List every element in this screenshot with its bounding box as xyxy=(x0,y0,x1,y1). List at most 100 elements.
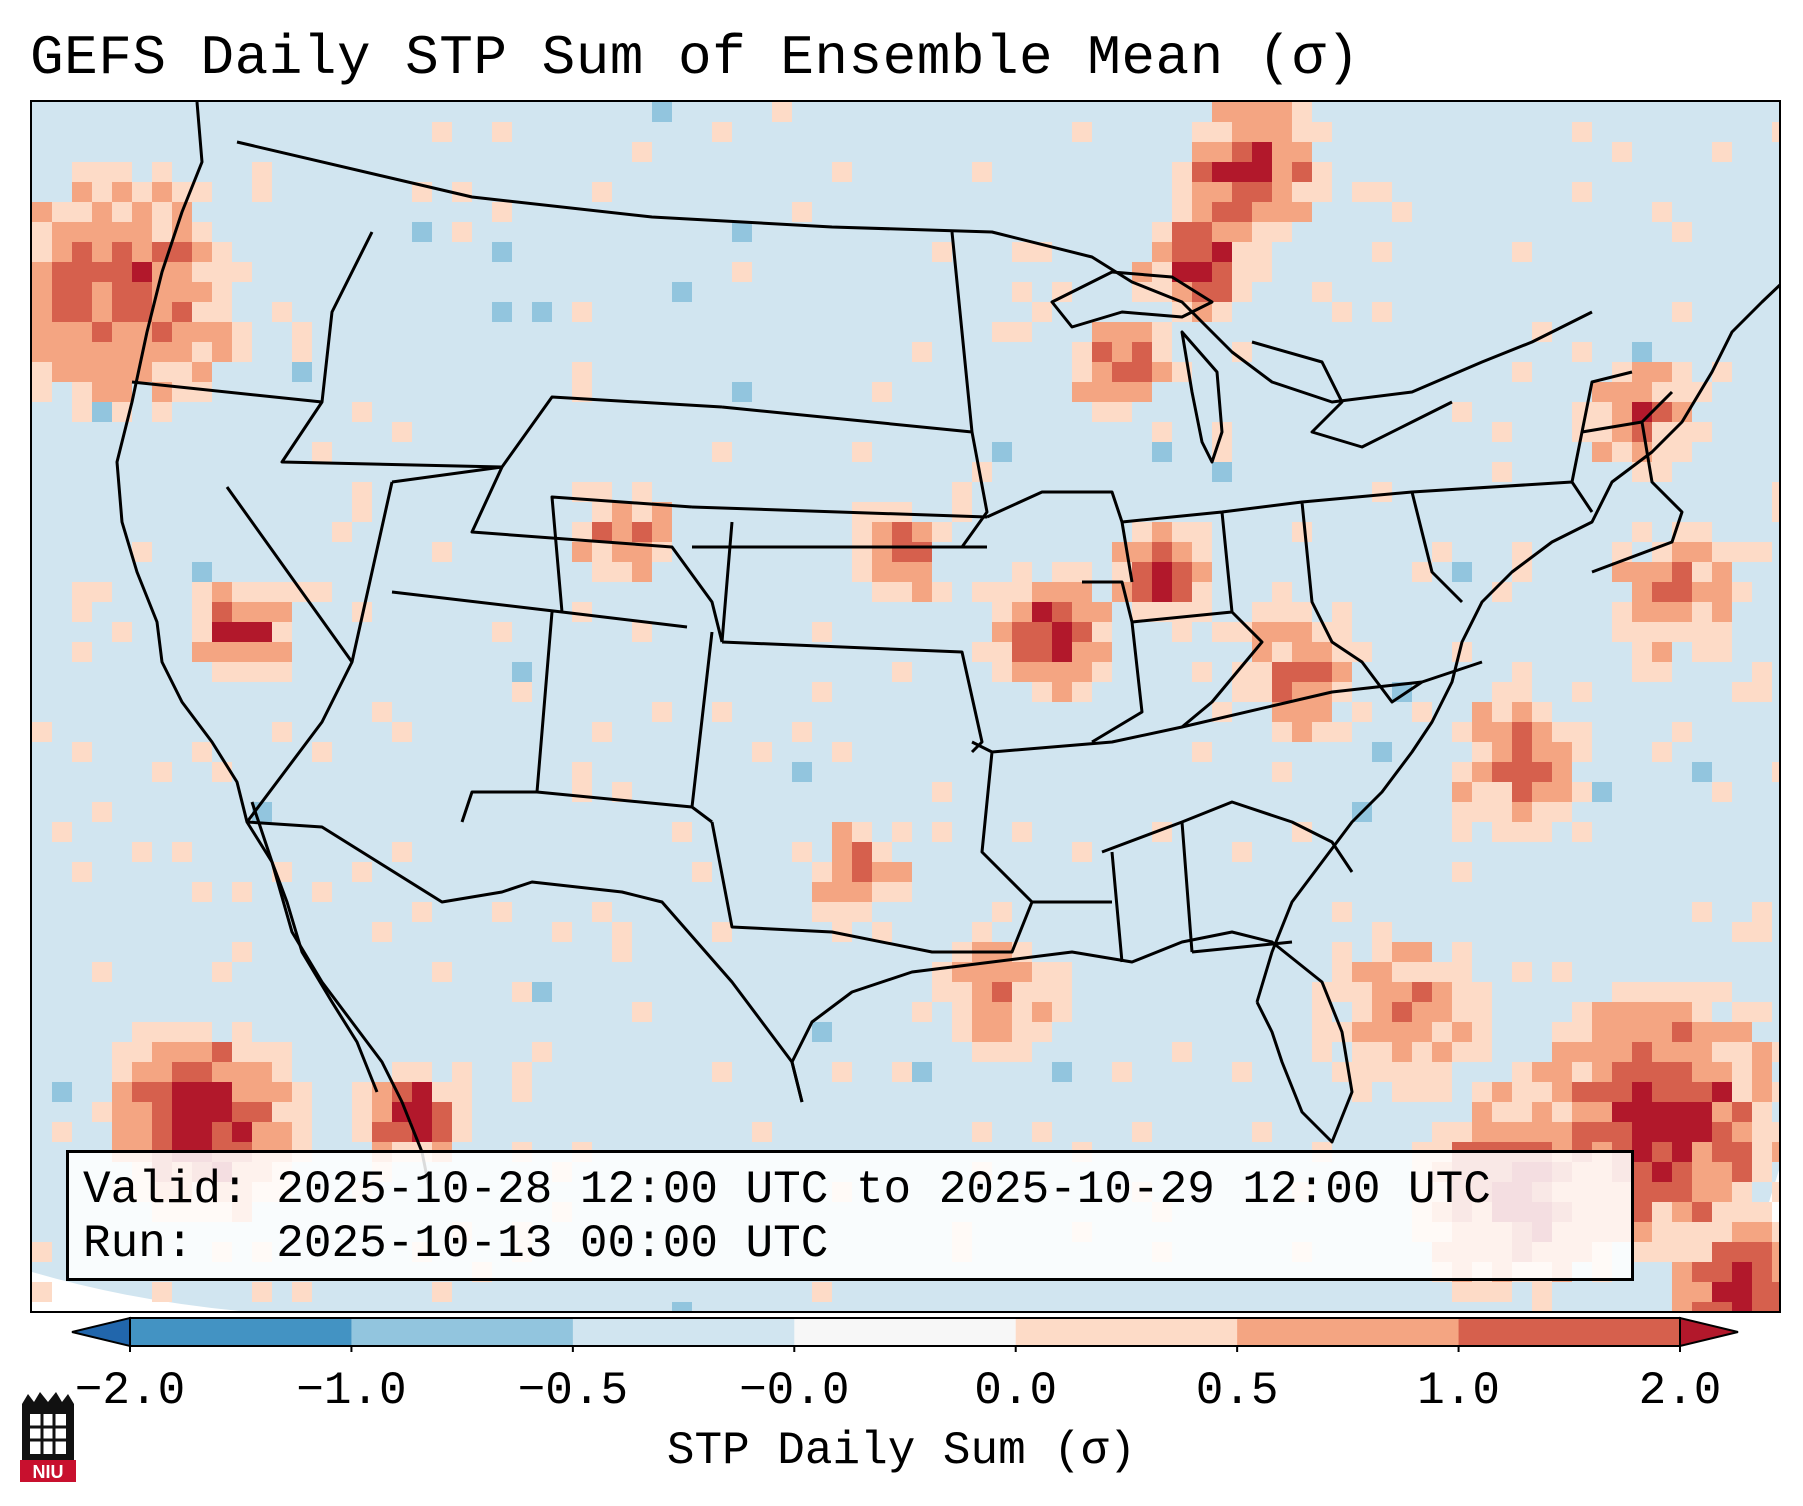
stp-cell xyxy=(1272,582,1292,602)
stp-cell xyxy=(1592,402,1612,422)
stp-cell xyxy=(972,462,992,482)
stp-cell xyxy=(1372,742,1392,762)
stp-cell xyxy=(1212,622,1232,642)
stp-cell xyxy=(1692,602,1712,622)
stp-cell xyxy=(432,1082,452,1102)
stp-cell xyxy=(1692,1182,1712,1202)
stp-cell xyxy=(1492,1082,1512,1102)
stp-cell xyxy=(72,742,92,762)
stp-cell xyxy=(272,302,292,322)
colorbar-extend-high xyxy=(1679,1316,1739,1348)
projection-edge-left xyxy=(32,1272,240,1311)
stp-cell xyxy=(1492,422,1512,442)
stp-cell xyxy=(1632,622,1652,642)
stp-cell xyxy=(1192,242,1212,262)
stp-cell xyxy=(1512,962,1532,982)
stp-cell xyxy=(1452,1042,1472,1062)
stp-cell xyxy=(1152,342,1172,362)
stp-cell xyxy=(1272,622,1292,642)
stp-cell xyxy=(1772,1182,1779,1202)
stp-cell xyxy=(212,262,232,282)
stp-cell xyxy=(1152,322,1172,342)
stp-cell xyxy=(632,562,652,582)
stp-cell xyxy=(1492,782,1512,802)
stp-cell xyxy=(1712,1142,1732,1162)
stp-cell xyxy=(992,1002,1012,1022)
stp-cell xyxy=(292,342,312,362)
stp-cell xyxy=(252,162,272,182)
stp-cell xyxy=(352,862,372,882)
stp-cell xyxy=(1692,522,1712,542)
stp-cell xyxy=(1212,282,1232,302)
colorbar-bin xyxy=(1015,1318,1238,1346)
stp-cell xyxy=(1652,1042,1672,1062)
stp-cell xyxy=(1632,642,1652,662)
stp-cell xyxy=(132,302,152,322)
stp-cell xyxy=(1472,1022,1492,1042)
stp-cell xyxy=(632,1002,652,1022)
stp-cell xyxy=(172,1122,192,1142)
stp-cell xyxy=(972,582,992,602)
stp-cell xyxy=(1272,682,1292,702)
stp-cell xyxy=(1292,622,1312,642)
stp-cell xyxy=(272,722,292,742)
stp-cell xyxy=(1552,782,1572,802)
stp-cell xyxy=(1232,222,1252,242)
stp-cell xyxy=(652,522,672,542)
stp-cell xyxy=(1672,1182,1692,1202)
stp-cell xyxy=(932,582,952,602)
stp-cell xyxy=(1432,982,1452,1002)
stp-cell xyxy=(212,1062,232,1082)
stp-cell xyxy=(1372,482,1392,502)
stp-cell xyxy=(1192,542,1212,562)
stp-cell xyxy=(172,342,192,362)
baja-california xyxy=(250,801,434,1203)
stp-cell xyxy=(1372,982,1392,1002)
stp-cell xyxy=(1512,742,1532,762)
stp-cell xyxy=(512,982,532,1002)
stp-cell xyxy=(1052,602,1072,622)
stp-cell xyxy=(1132,522,1152,542)
stp-cell xyxy=(1532,762,1552,782)
stp-cell xyxy=(1372,182,1392,202)
stp-cell xyxy=(172,282,192,302)
stp-cell xyxy=(132,1102,152,1122)
stp-cell xyxy=(1672,982,1692,1002)
stp-cell xyxy=(1512,1122,1532,1142)
stp-cell xyxy=(812,682,832,702)
stp-cell xyxy=(312,742,332,762)
stp-cell xyxy=(1112,322,1132,342)
stp-cell xyxy=(1732,1022,1752,1042)
stp-cell xyxy=(1352,182,1372,202)
stp-cell xyxy=(152,402,172,422)
stp-cell xyxy=(1552,762,1572,782)
stp-cell xyxy=(292,1082,312,1102)
stp-cell xyxy=(1232,202,1252,222)
stp-cell xyxy=(1672,622,1692,642)
stp-cell xyxy=(572,782,592,802)
stp-cell xyxy=(1032,1022,1052,1042)
stp-cell xyxy=(812,882,832,902)
stp-cell xyxy=(292,1102,312,1122)
stp-cell xyxy=(972,962,992,982)
stp-cell xyxy=(372,1082,392,1102)
stp-cell xyxy=(952,1022,972,1042)
stp-cell xyxy=(872,922,892,942)
stp-cell xyxy=(1312,622,1332,642)
stp-cell xyxy=(32,262,52,282)
stp-cell xyxy=(592,542,612,562)
stp-cell xyxy=(1692,422,1712,442)
stp-cell xyxy=(1672,1262,1692,1282)
stp-cell xyxy=(1652,1062,1672,1082)
stp-cell xyxy=(792,842,812,862)
stp-cell xyxy=(1632,982,1652,1002)
stp-cell xyxy=(1632,1062,1652,1082)
stp-cell xyxy=(1032,622,1052,642)
stp-cell xyxy=(452,1062,472,1082)
stp-cell xyxy=(1312,1022,1332,1042)
stp-cell xyxy=(452,1102,472,1122)
stp-cell xyxy=(632,522,652,542)
stp-cell xyxy=(1012,1042,1032,1062)
stp-cell xyxy=(1632,1022,1652,1042)
stp-cell xyxy=(112,382,132,402)
